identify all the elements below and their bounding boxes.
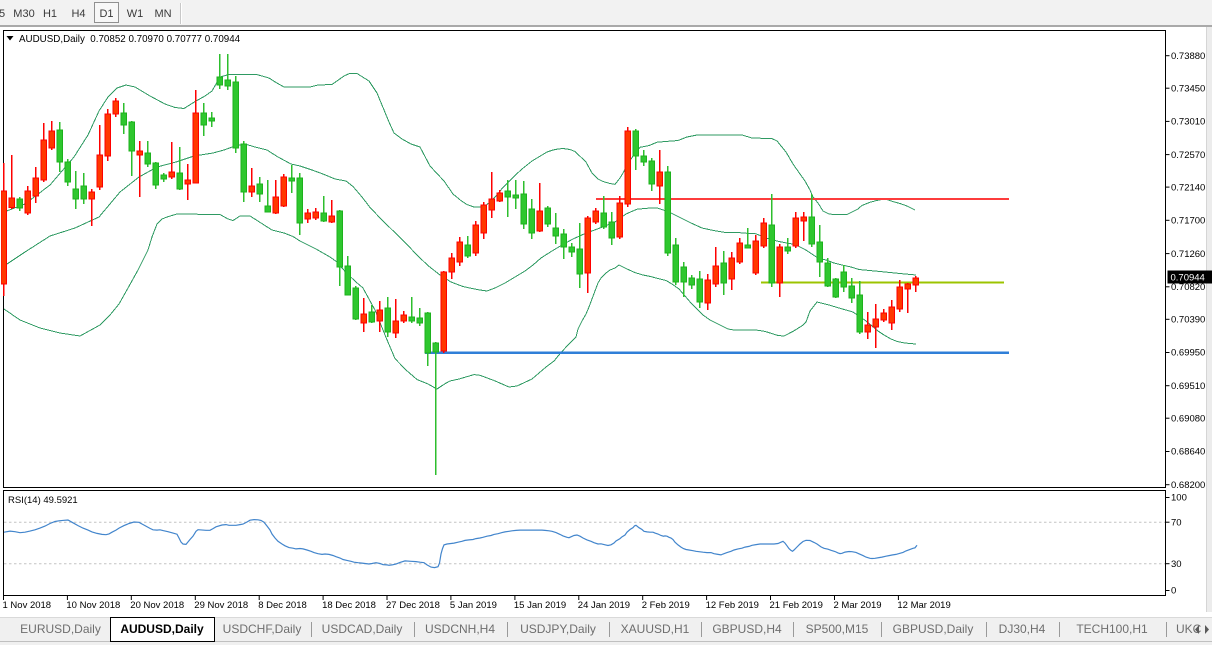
svg-text:27 Dec 2018: 27 Dec 2018 (386, 600, 440, 611)
svg-text:D1: D1 (99, 8, 113, 20)
svg-text:29 Nov 2018: 29 Nov 2018 (194, 600, 248, 611)
svg-text:0.73450: 0.73450 (1171, 83, 1205, 94)
svg-text:GBPUSD,H4: GBPUSD,H4 (712, 622, 782, 636)
svg-text:EURUSD,Daily: EURUSD,Daily (20, 622, 101, 636)
svg-text:AUDUSD,Daily 0.70852 0.70970: AUDUSD,Daily 0.70852 0.70970 0.70777 0.7… (19, 34, 241, 45)
svg-text:0.70944: 0.70944 (1171, 273, 1205, 284)
svg-text:0.73880: 0.73880 (1171, 51, 1205, 62)
svg-text:MN: MN (154, 8, 171, 20)
svg-text:0.73010: 0.73010 (1171, 117, 1205, 128)
svg-text:0.69510: 0.69510 (1171, 381, 1205, 392)
svg-text:5: 5 (0, 8, 5, 20)
svg-text:0.69080: 0.69080 (1171, 413, 1205, 424)
svg-text:12 Feb 2019: 12 Feb 2019 (706, 600, 759, 611)
svg-text:5 Jan 2019: 5 Jan 2019 (450, 600, 497, 611)
svg-text:SP500,M15: SP500,M15 (806, 622, 869, 636)
svg-text:M30: M30 (13, 8, 34, 20)
svg-text:24 Jan 2019: 24 Jan 2019 (578, 600, 630, 611)
svg-text:DJ30,H4: DJ30,H4 (999, 622, 1046, 636)
svg-text:0.71260: 0.71260 (1171, 249, 1205, 260)
svg-text:0.70820: 0.70820 (1171, 282, 1205, 293)
svg-text:H1: H1 (43, 8, 57, 20)
svg-text:1 Nov 2018: 1 Nov 2018 (3, 600, 52, 611)
svg-text:0.70390: 0.70390 (1171, 315, 1205, 326)
svg-text:8 Dec 2018: 8 Dec 2018 (258, 600, 307, 611)
svg-text:W1: W1 (127, 8, 144, 20)
svg-text:AUDUSD,Daily: AUDUSD,Daily (120, 622, 204, 636)
svg-text:0.69950: 0.69950 (1171, 348, 1205, 359)
svg-text:20 Nov 2018: 20 Nov 2018 (130, 600, 184, 611)
svg-text:18 Dec 2018: 18 Dec 2018 (322, 600, 376, 611)
svg-text:0.71700: 0.71700 (1171, 216, 1205, 227)
svg-text:12 Mar 2019: 12 Mar 2019 (897, 600, 950, 611)
svg-text:USDCNH,H4: USDCNH,H4 (425, 622, 495, 636)
svg-text:USDCHF,Daily: USDCHF,Daily (223, 622, 302, 636)
svg-text:XAUUSD,H1: XAUUSD,H1 (621, 622, 690, 636)
svg-text:0.72140: 0.72140 (1171, 182, 1205, 193)
svg-text:0: 0 (1171, 586, 1176, 597)
svg-text:0.68640: 0.68640 (1171, 447, 1205, 458)
svg-text:2 Mar 2019: 2 Mar 2019 (834, 600, 882, 611)
svg-text:100: 100 (1171, 493, 1187, 504)
svg-text:GBPUSD,Daily: GBPUSD,Daily (893, 622, 974, 636)
svg-text:21 Feb 2019: 21 Feb 2019 (770, 600, 823, 611)
svg-text:30: 30 (1171, 559, 1182, 570)
svg-text:2 Feb 2019: 2 Feb 2019 (642, 600, 690, 611)
svg-text:USDCAD,Daily: USDCAD,Daily (322, 622, 403, 636)
svg-text:H4: H4 (71, 8, 85, 20)
svg-text:10 Nov 2018: 10 Nov 2018 (66, 600, 120, 611)
svg-text:USDJPY,Daily: USDJPY,Daily (520, 622, 596, 636)
svg-text:TECH100,H1: TECH100,H1 (1076, 622, 1148, 636)
svg-text:0.72570: 0.72570 (1171, 150, 1205, 161)
svg-text:70: 70 (1171, 517, 1182, 528)
svg-text:15 Jan 2019: 15 Jan 2019 (514, 600, 566, 611)
svg-text:RSI(14) 49.5921: RSI(14) 49.5921 (8, 495, 78, 506)
svg-text:UKC: UKC (1176, 622, 1202, 636)
svg-text:0.68200: 0.68200 (1171, 480, 1205, 491)
